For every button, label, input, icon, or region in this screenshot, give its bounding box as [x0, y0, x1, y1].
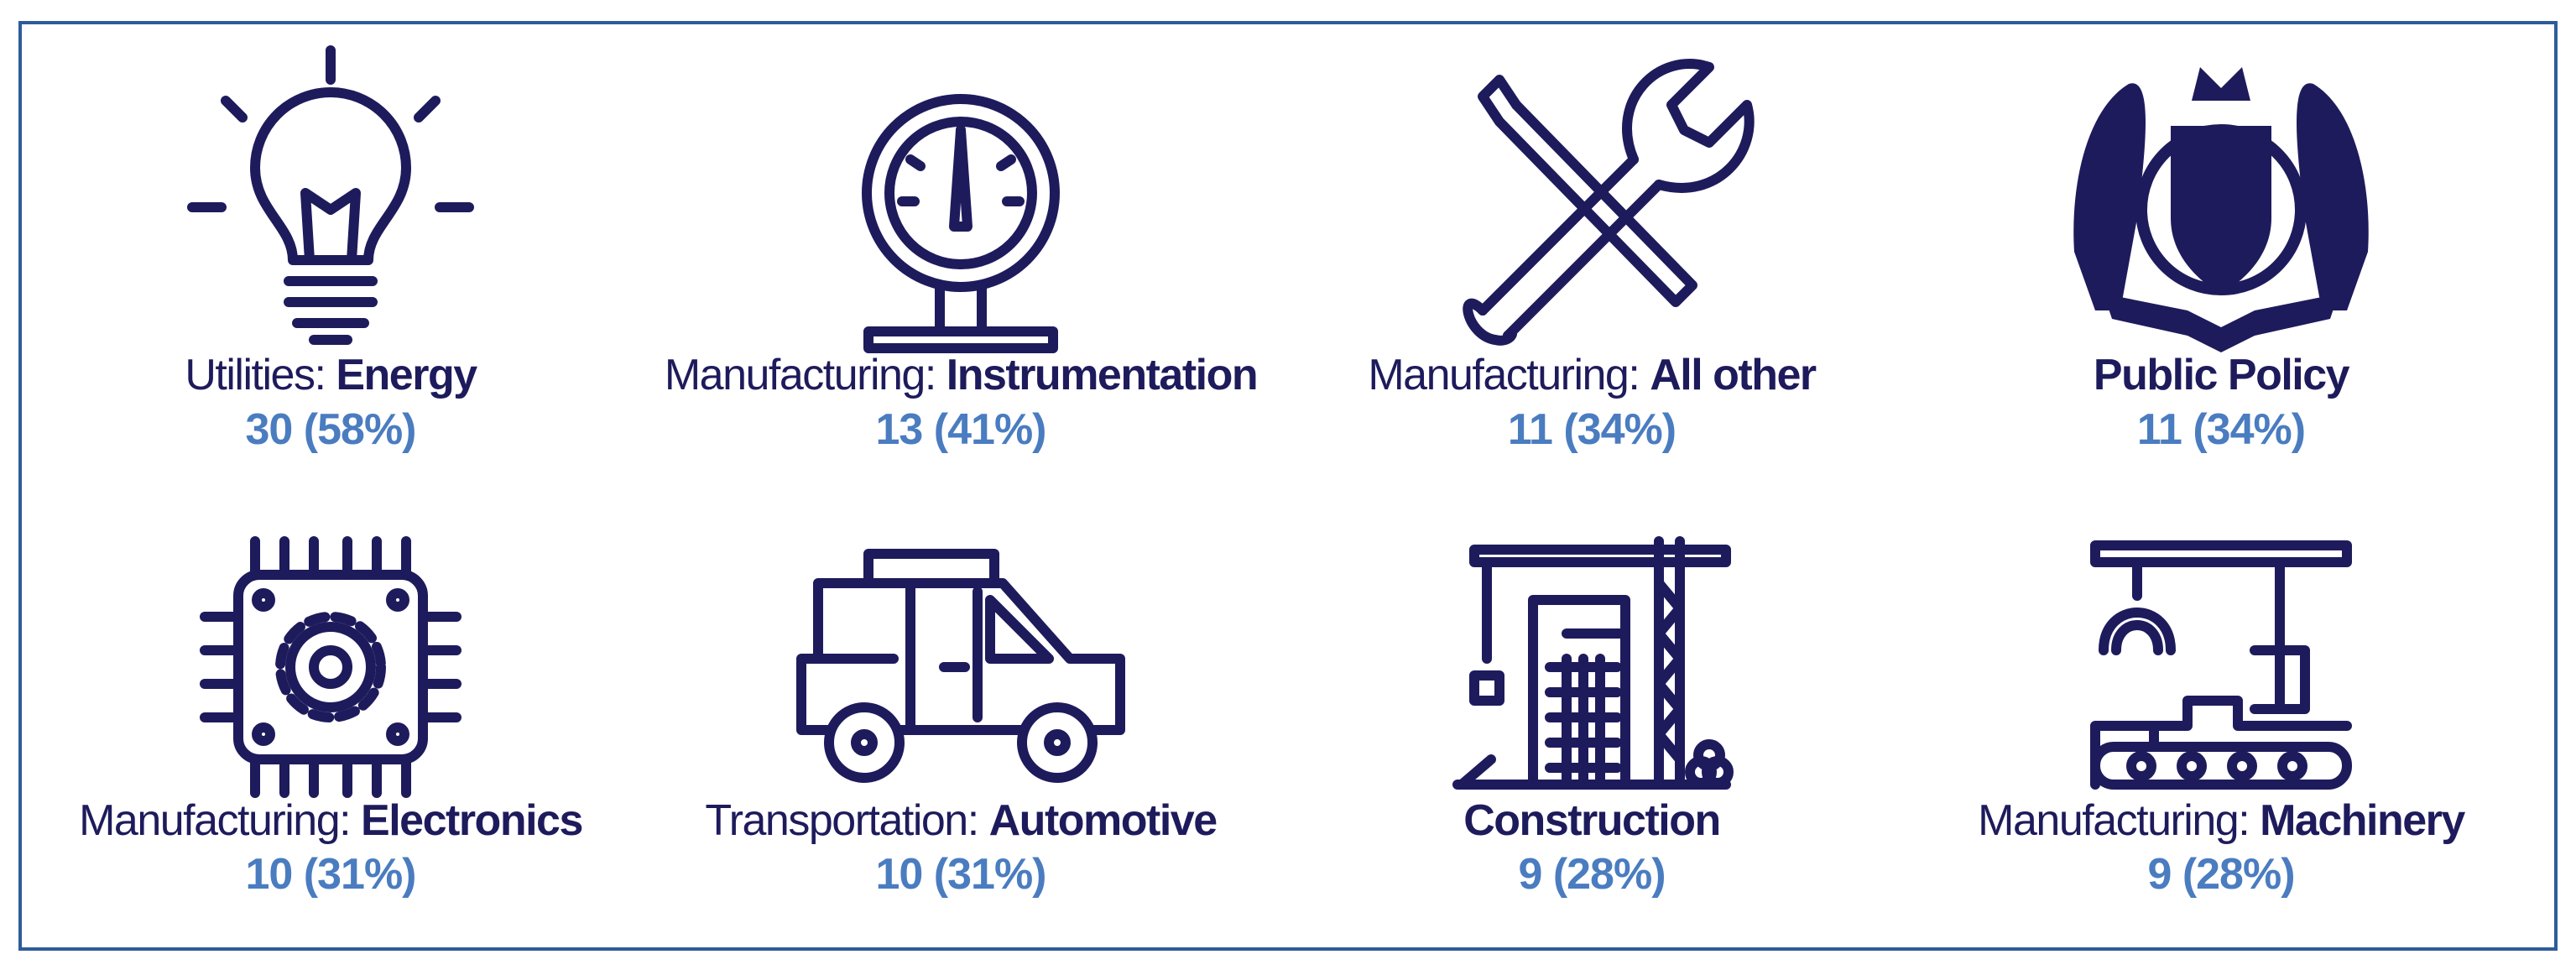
category-prefix: Manufacturing: — [665, 351, 936, 399]
category-value: 10 (31%) — [876, 850, 1046, 899]
icon-chip — [200, 536, 461, 798]
category-label: Utilities: Energy — [185, 351, 477, 399]
icon-gauge — [862, 94, 1060, 353]
category-name: Construction — [1463, 796, 1720, 845]
category-label: Transportation: Automotive — [705, 796, 1217, 845]
category-name: Automotive — [989, 796, 1218, 845]
category-value: 9 (28%) — [1518, 850, 1665, 899]
icon-tools — [1463, 59, 1755, 346]
icon-bulb — [187, 45, 474, 345]
category-label: Manufacturing: Electronics — [79, 796, 582, 845]
category-name: Machinery — [2260, 796, 2465, 845]
category-prefix: Manufacturing: — [79, 796, 350, 845]
category-name: Energy — [336, 351, 477, 399]
category-value: 30 (58%) — [246, 405, 416, 454]
category-name: Instrumentation — [946, 351, 1257, 399]
category-prefix: Utilities: — [185, 351, 325, 399]
category-name: Electronics — [361, 796, 582, 845]
category-name: Public Policy — [2094, 351, 2350, 399]
category-prefix: Manufacturing: — [1368, 351, 1639, 399]
category-value: 11 (34%) — [2137, 405, 2305, 454]
icon-machinery — [2090, 540, 2352, 790]
category-value: 10 (31%) — [246, 850, 416, 899]
icon-car — [796, 549, 1125, 783]
category-value: 9 (28%) — [2147, 850, 2294, 899]
category-label: Construction — [1463, 796, 1720, 845]
icon-crest — [2073, 67, 2369, 352]
category-label: Manufacturing: Instrumentation — [665, 351, 1257, 399]
category-label: Public Policy — [2094, 351, 2350, 399]
frame — [18, 21, 2558, 951]
category-label: Manufacturing: Machinery — [1978, 796, 2465, 845]
category-prefix: Transportation: — [705, 796, 978, 845]
category-prefix: Manufacturing: — [1978, 796, 2249, 845]
category-value: 11 (34%) — [1508, 405, 1676, 454]
category-value: 13 (41%) — [876, 405, 1046, 454]
icon-crane — [1452, 536, 1734, 790]
category-label: Manufacturing: All other — [1368, 351, 1817, 399]
category-name: All other — [1650, 351, 1817, 399]
